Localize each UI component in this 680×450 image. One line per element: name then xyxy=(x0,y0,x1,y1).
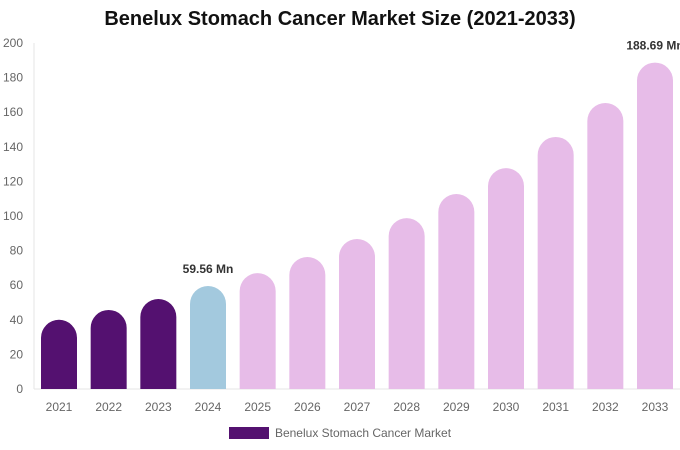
legend: Benelux Stomach Cancer Market xyxy=(0,426,680,440)
y-tick-label: 60 xyxy=(10,278,24,292)
bar-2023 xyxy=(140,299,177,389)
x-tick-label: 2031 xyxy=(542,400,569,414)
bar-2031 xyxy=(537,136,574,389)
x-tick-label: 2030 xyxy=(493,400,520,414)
bar-2024 xyxy=(190,285,226,389)
bar-2025 xyxy=(239,273,276,389)
x-tick-label: 2032 xyxy=(592,400,619,414)
bar-2032 xyxy=(587,103,624,389)
chart-title: Benelux Stomach Cancer Market Size (2021… xyxy=(104,8,576,30)
bar-2022 xyxy=(90,309,127,389)
bar-chart: 0 20 40 60 80 100 120 140 160 180 200 2021 2022 2023 2… xyxy=(3,36,680,414)
y-tick-label: 120 xyxy=(3,174,23,188)
x-tick-label: 2033 xyxy=(642,400,669,414)
y-tick-label: 0 xyxy=(16,382,23,396)
legend-swatch xyxy=(228,427,269,439)
y-tick-label: 40 xyxy=(10,313,24,327)
x-tick-label: 2021 xyxy=(46,400,73,414)
x-tick-label: 2028 xyxy=(393,400,420,414)
x-tick-label: 2022 xyxy=(95,400,122,414)
legend-label: Benelux Stomach Cancer Market xyxy=(274,426,452,440)
data-label: 59.56 Mn xyxy=(183,262,234,276)
x-tick-label: 2025 xyxy=(244,400,271,414)
y-tick-label: 80 xyxy=(10,244,24,258)
bar-2026 xyxy=(289,257,326,389)
x-tick-label: 2023 xyxy=(145,400,172,414)
y-tick-label: 20 xyxy=(10,347,24,361)
x-tick-label: 2027 xyxy=(344,400,371,414)
y-tick-label: 160 xyxy=(3,105,23,119)
x-tick-label: 2029 xyxy=(443,400,470,414)
bar-2027 xyxy=(339,239,375,389)
bar-2033 xyxy=(637,62,673,390)
x-tick-label: 2026 xyxy=(294,400,321,414)
y-tick-label: 140 xyxy=(3,140,23,154)
bar-2030 xyxy=(488,168,524,389)
bar-2021 xyxy=(41,319,77,389)
x-tick-label: 2024 xyxy=(195,400,222,414)
y-tick-label: 100 xyxy=(3,209,23,223)
data-label: 188.69 Mn xyxy=(626,39,680,53)
bar-2028 xyxy=(388,218,425,389)
y-tick-label: 200 xyxy=(3,36,23,50)
y-tick-label: 180 xyxy=(3,71,23,85)
bar-2029 xyxy=(438,194,475,389)
